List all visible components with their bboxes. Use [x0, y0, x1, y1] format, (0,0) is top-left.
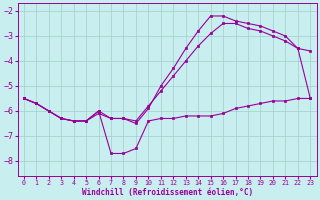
X-axis label: Windchill (Refroidissement éolien,°C): Windchill (Refroidissement éolien,°C) [82, 188, 253, 197]
